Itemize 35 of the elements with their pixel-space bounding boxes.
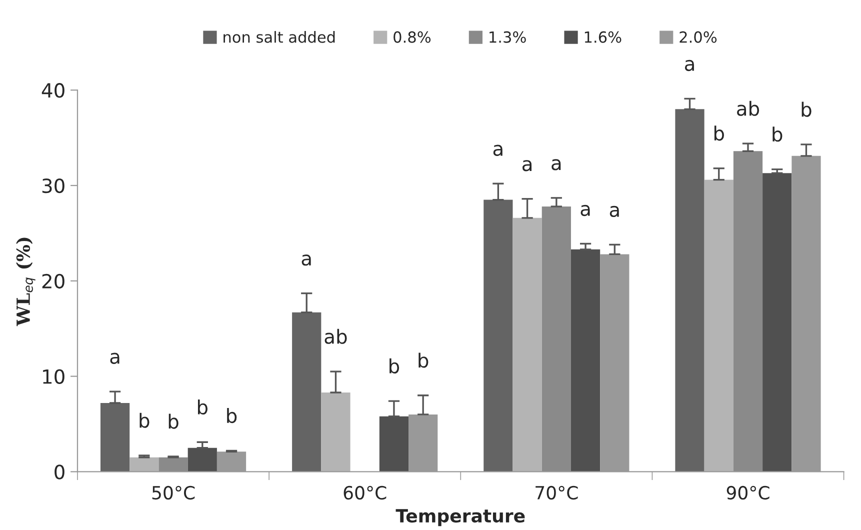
y-tick-label: 40 — [42, 83, 64, 98]
data-label: a — [580, 204, 590, 216]
data-label: b — [198, 399, 208, 415]
data-label: a — [493, 144, 502, 156]
y-axis-title: WL$_{eq}$ (%) — [16, 238, 36, 326]
y-tick-label: 20 — [42, 274, 64, 289]
data-label: b — [802, 102, 812, 117]
data-label: a — [522, 160, 532, 172]
data-label: ab — [324, 328, 347, 344]
x-axis-title: Temperature — [396, 509, 525, 526]
data-label: b — [714, 126, 724, 141]
data-label: a — [302, 254, 311, 266]
data-label: b — [140, 412, 150, 428]
legend-label: 0.8% — [394, 31, 431, 43]
data-label: a — [610, 206, 619, 218]
y-tick-label: 10 — [43, 369, 64, 384]
y-tick-label: 0 — [54, 464, 64, 480]
x-tick-label: 50°C — [152, 486, 195, 500]
data-label: b — [168, 414, 178, 429]
x-tick-label: 60°C — [344, 486, 386, 500]
data-label: b — [418, 352, 428, 368]
data-label: b — [390, 358, 400, 374]
y-tick-label: 30 — [42, 178, 64, 194]
data-label: a — [110, 352, 120, 364]
data-label: b — [227, 408, 237, 424]
x-tick-label: 90°C — [726, 486, 770, 500]
data-label: a — [684, 60, 694, 72]
legend-label: 1.6% — [584, 31, 622, 43]
data-label: b — [772, 126, 782, 142]
data-label: ab — [737, 100, 760, 116]
data-label: a — [552, 159, 561, 170]
x-tick-label: 70°C — [536, 486, 578, 500]
legend-label: non salt added — [224, 31, 335, 43]
legend-label: 1.3% — [490, 31, 526, 43]
legend-label: 2.0% — [680, 31, 717, 43]
